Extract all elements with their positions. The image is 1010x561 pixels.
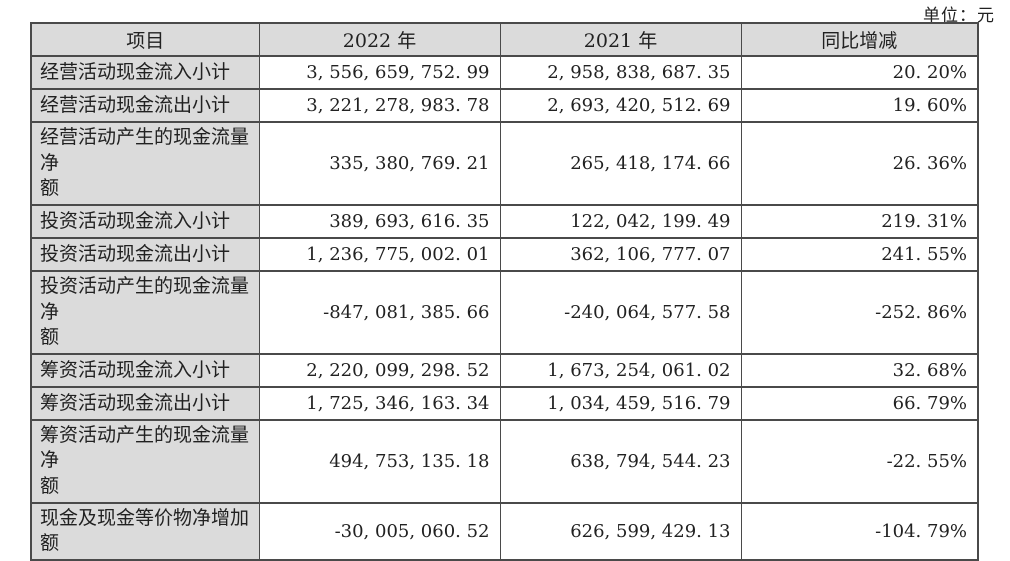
- value-2021: 122, 042, 199. 49: [499, 203, 742, 239]
- value-2022: -847, 081, 385. 66: [258, 269, 501, 355]
- value-2021: 2, 958, 838, 687. 35: [499, 55, 742, 90]
- unit-label: 单位：元: [923, 6, 995, 26]
- value-2022: 335, 380, 769. 21: [258, 121, 501, 206]
- value-2021: 626, 599, 429. 13: [499, 501, 742, 561]
- table-row: 现金及现金等价物净增加额 -30, 005, 060. 52 626, 599,…: [30, 501, 979, 561]
- row-label: 筹资活动现金流入小计: [30, 352, 260, 388]
- table-row: 筹资活动现金流出小计 1, 725, 346, 163. 34 1, 034, …: [30, 385, 979, 421]
- row-label: 现金及现金等价物净增加额: [30, 501, 260, 561]
- row-label: 投资活动现金流出小计: [30, 236, 260, 272]
- value-2021: 265, 418, 174. 66: [499, 121, 742, 206]
- value-yoy: -22. 55%: [740, 418, 979, 504]
- column-header-yoy: 同比增减: [740, 22, 979, 57]
- value-2022: 494, 753, 135. 18: [258, 418, 501, 504]
- table-row: 投资活动产生的现金流量净 额 -847, 081, 385. 66 -240, …: [30, 269, 979, 355]
- row-label: 经营活动产生的现金流量净 额: [30, 121, 260, 206]
- row-label: 投资活动现金流入小计: [30, 203, 260, 239]
- table-row: 投资活动现金流出小计 1, 236, 775, 002. 01 362, 106…: [30, 236, 979, 272]
- row-label: 投资活动产生的现金流量净 额: [30, 269, 260, 355]
- column-header-2022: 2022 年: [258, 22, 501, 57]
- value-2022: 1, 725, 346, 163. 34: [258, 385, 501, 421]
- value-2022: 1, 236, 775, 002. 01: [258, 236, 501, 272]
- value-yoy: 241. 55%: [740, 236, 979, 272]
- value-yoy: 219. 31%: [740, 203, 979, 239]
- value-2021: 638, 794, 544. 23: [499, 418, 742, 504]
- value-2021: 1, 673, 254, 061. 02: [499, 352, 742, 388]
- value-2022: 3, 221, 278, 983. 78: [258, 88, 501, 123]
- value-yoy: 20. 20%: [740, 55, 979, 90]
- table-row: 筹资活动产生的现金流量净 额 494, 753, 135. 18 638, 79…: [30, 418, 979, 504]
- value-2022: 2, 220, 099, 298. 52: [258, 352, 501, 388]
- value-yoy: 26. 36%: [740, 121, 979, 206]
- value-2022: -30, 005, 060. 52: [258, 501, 501, 561]
- cash-flow-table: 项目 2022 年 2021 年 同比增减 经营活动现金流入小计 3, 556,…: [30, 22, 979, 561]
- value-2022: 389, 693, 616. 35: [258, 203, 501, 239]
- row-label: 筹资活动现金流出小计: [30, 385, 260, 421]
- table-row: 筹资活动现金流入小计 2, 220, 099, 298. 52 1, 673, …: [30, 352, 979, 388]
- table-row: 经营活动现金流入小计 3, 556, 659, 752. 99 2, 958, …: [30, 55, 979, 90]
- table-row: 经营活动现金流出小计 3, 221, 278, 983. 78 2, 693, …: [30, 88, 979, 123]
- value-2021: -240, 064, 577. 58: [499, 269, 742, 355]
- table-header-row: 项目 2022 年 2021 年 同比增减: [30, 22, 979, 57]
- row-label: 筹资活动产生的现金流量净 额: [30, 418, 260, 504]
- value-2022: 3, 556, 659, 752. 99: [258, 55, 501, 90]
- value-yoy: 19. 60%: [740, 88, 979, 123]
- value-yoy: -252. 86%: [740, 269, 979, 355]
- value-yoy: 32. 68%: [740, 352, 979, 388]
- value-2021: 362, 106, 777. 07: [499, 236, 742, 272]
- column-header-2021: 2021 年: [499, 22, 742, 57]
- column-header-item: 项目: [30, 22, 260, 57]
- value-2021: 2, 693, 420, 512. 69: [499, 88, 742, 123]
- table-row: 经营活动产生的现金流量净 额 335, 380, 769. 21 265, 41…: [30, 121, 979, 206]
- value-2021: 1, 034, 459, 516. 79: [499, 385, 742, 421]
- row-label: 经营活动现金流出小计: [30, 88, 260, 123]
- table-row: 投资活动现金流入小计 389, 693, 616. 35 122, 042, 1…: [30, 203, 979, 239]
- row-label: 经营活动现金流入小计: [30, 55, 260, 90]
- value-yoy: 66. 79%: [740, 385, 979, 421]
- value-yoy: -104. 79%: [740, 501, 979, 561]
